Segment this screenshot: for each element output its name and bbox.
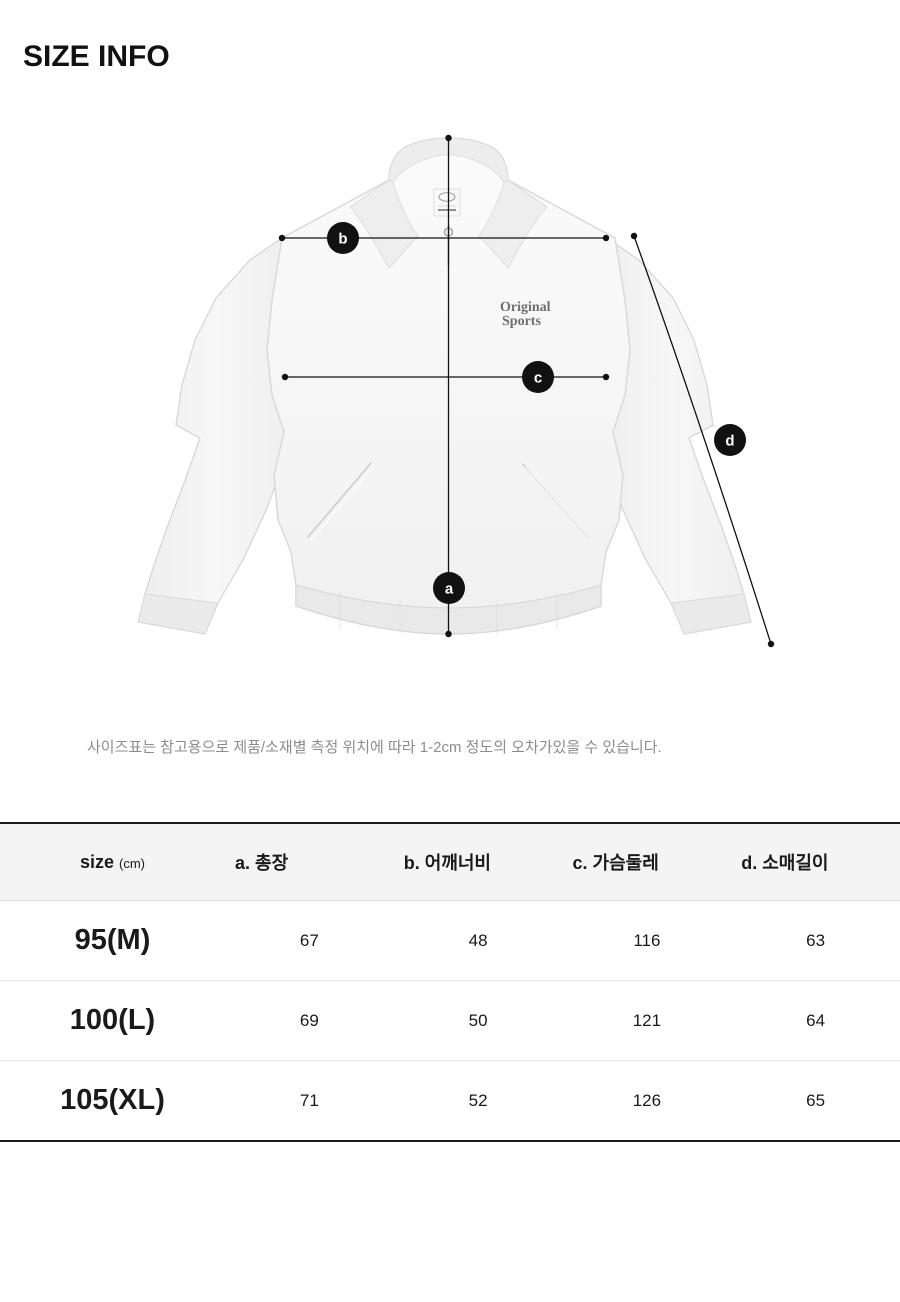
svg-text:c: c — [534, 370, 542, 387]
svg-text:Sports: Sports — [502, 314, 541, 329]
svg-text:d: d — [725, 433, 734, 450]
svg-text:b: b — [338, 231, 347, 248]
svg-text:Original: Original — [500, 300, 551, 315]
svg-text:a: a — [445, 581, 454, 598]
